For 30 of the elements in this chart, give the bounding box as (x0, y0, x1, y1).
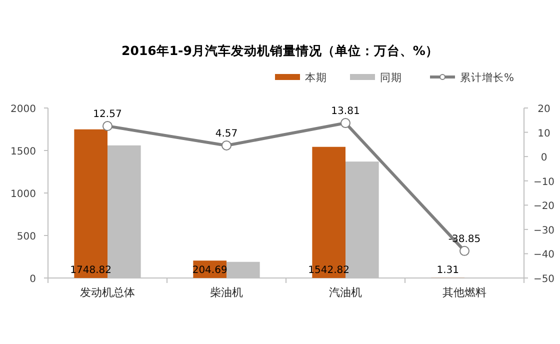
point (102, 121, 112, 132)
y-tick-label: 1000 (10, 189, 36, 200)
legend-label: 本期 (305, 71, 327, 84)
y-tick-label: 2000 (10, 104, 36, 115)
y2-tick-label: −10 (533, 176, 555, 188)
legend-label: 同期 (380, 72, 402, 84)
data-label: 13.81 (331, 106, 360, 118)
y-tick-label: 0 (30, 274, 36, 285)
x-tick-label: 汽油机 (329, 286, 362, 299)
data-label: 12.57 (93, 109, 122, 120)
x-tick-label: 发动机总体 (80, 286, 135, 299)
y2-tick-label: 10 (538, 128, 550, 140)
y-tick-label: 1500 (10, 146, 36, 158)
y2-tick-label: −20 (533, 201, 555, 212)
y2-tick-label: −50 (533, 274, 555, 285)
y-tick-label: 500 (16, 232, 36, 242)
point (222, 140, 232, 150)
data-label: -38.85 (448, 234, 481, 245)
y2-tick-label: 0 (540, 152, 548, 164)
point (460, 246, 470, 256)
y2-tick-label: −30 (533, 225, 555, 236)
x-tick-label: 柴油机 (210, 286, 243, 299)
x-tick-label: 其他燃料 (442, 286, 486, 299)
data-label: 1.31 (436, 265, 459, 276)
chart-title: 2016年1-9月汽车发动机销量情况（单位：万台、%） (122, 43, 438, 58)
legend-label: 累计增长% (460, 71, 514, 84)
point (340, 118, 350, 128)
data-label: 4.57 (215, 128, 238, 140)
y2-tick-label: −40 (533, 250, 555, 261)
y2-tick-label: 20 (538, 104, 550, 115)
